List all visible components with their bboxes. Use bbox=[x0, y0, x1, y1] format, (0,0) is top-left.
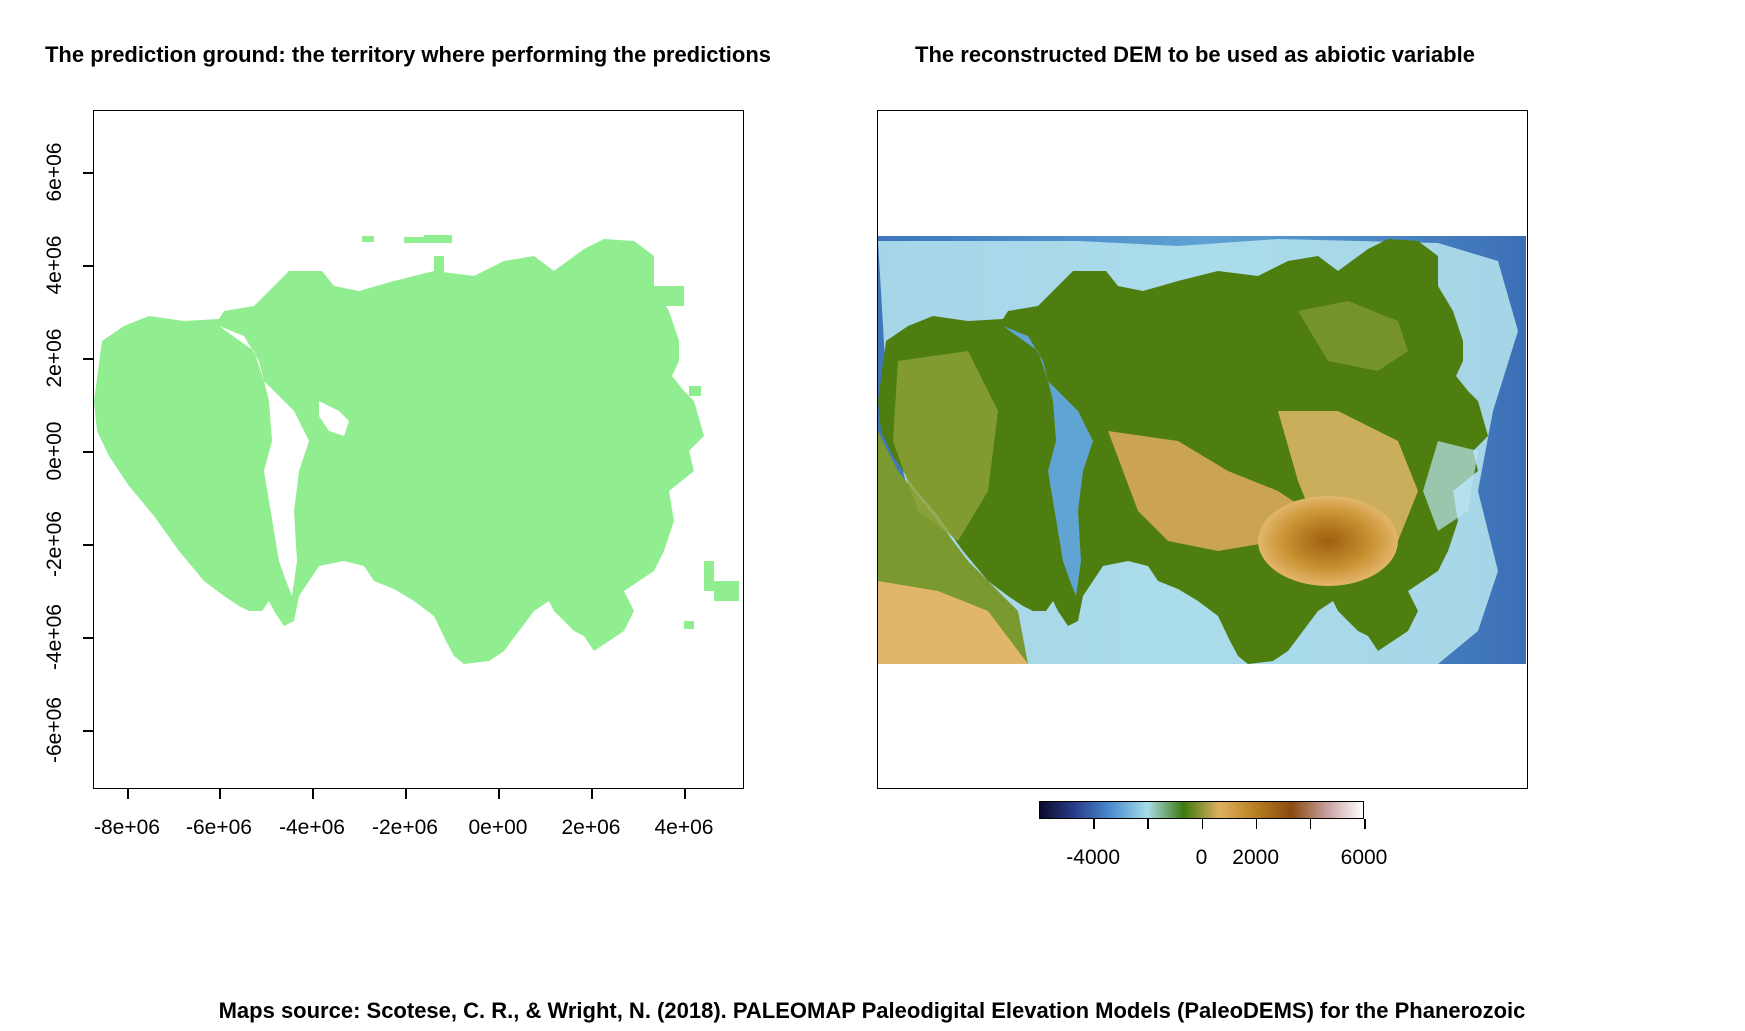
x-axis-tick-label: -6e+06 bbox=[186, 816, 252, 839]
island bbox=[654, 286, 684, 306]
island bbox=[424, 235, 452, 243]
map-source-caption: Maps source: Scotese, C. R., & Wright, N… bbox=[218, 998, 1526, 1023]
right-map-title: The reconstructed DEM to be used as abio… bbox=[915, 42, 1475, 67]
y-axis-tick-label: -4e+06 bbox=[43, 604, 66, 670]
dem-map-frame bbox=[877, 110, 1528, 789]
x-axis-tick bbox=[684, 789, 686, 799]
island bbox=[684, 621, 694, 629]
y-axis-tick-label: -2e+06 bbox=[43, 511, 66, 577]
x-axis-tick bbox=[498, 789, 500, 799]
x-axis-tick bbox=[219, 789, 221, 799]
dem-inland-sea bbox=[1003, 326, 1093, 596]
y-axis-tick-label: -6e+06 bbox=[43, 697, 66, 763]
prediction-ground-map-frame bbox=[93, 110, 744, 789]
legend-tick-label: 2000 bbox=[1232, 846, 1280, 869]
island bbox=[434, 256, 444, 274]
y-axis-tick bbox=[83, 544, 93, 546]
island bbox=[704, 561, 714, 591]
land-main bbox=[94, 239, 704, 664]
legend-tick-label: 6000 bbox=[1340, 846, 1388, 869]
island bbox=[362, 236, 374, 242]
x-axis-tick-label: 4e+06 bbox=[654, 816, 714, 839]
legend-tick bbox=[1255, 819, 1258, 829]
island bbox=[404, 237, 424, 243]
island bbox=[689, 386, 701, 396]
elevation-legend-bar bbox=[1039, 801, 1364, 819]
x-axis-tick bbox=[591, 789, 593, 799]
y-axis-tick bbox=[83, 265, 93, 267]
legend-tick-label: -4000 bbox=[1066, 846, 1121, 869]
inland-sea-gap bbox=[219, 326, 309, 596]
x-axis-tick bbox=[312, 789, 314, 799]
dem-raster bbox=[878, 236, 1526, 664]
prediction-ground-map bbox=[94, 235, 739, 664]
legend-tick bbox=[1201, 819, 1203, 829]
y-axis-tick bbox=[83, 172, 93, 174]
dem-midland-north bbox=[1298, 301, 1408, 371]
dem-west-upland bbox=[878, 581, 1028, 664]
left-map-title: The prediction ground: the territory whe… bbox=[44, 42, 772, 67]
dem-midland-west bbox=[893, 351, 998, 541]
x-axis-tick-label: -2e+06 bbox=[372, 816, 438, 839]
legend-tick-label: 0 bbox=[1195, 846, 1208, 869]
y-axis-tick bbox=[83, 637, 93, 639]
legend-tick bbox=[1364, 819, 1366, 829]
y-axis-tick-label: 0e+00 bbox=[43, 421, 66, 481]
legend-tick bbox=[1147, 819, 1149, 829]
y-axis-tick bbox=[83, 451, 93, 453]
island bbox=[714, 581, 739, 601]
x-axis-tick-label: 2e+06 bbox=[561, 816, 621, 839]
dem-plateau bbox=[1258, 496, 1398, 586]
legend-tick bbox=[1309, 819, 1312, 829]
y-axis-tick-label: 6e+06 bbox=[43, 142, 66, 202]
y-axis-tick bbox=[83, 358, 93, 360]
y-axis-tick bbox=[83, 730, 93, 732]
y-axis-tick-label: 2e+06 bbox=[43, 328, 66, 388]
dem-upland-belt bbox=[1108, 431, 1308, 551]
x-axis-tick-label: 0e+00 bbox=[468, 816, 528, 839]
dem-map bbox=[878, 236, 1526, 664]
x-axis-tick bbox=[127, 789, 129, 799]
x-axis-tick bbox=[405, 789, 407, 799]
dem-east-shelf bbox=[1423, 441, 1478, 531]
legend-tick bbox=[1093, 819, 1095, 829]
y-axis-tick-label: 4e+06 bbox=[43, 235, 66, 295]
x-axis-tick-label: -8e+06 bbox=[94, 816, 160, 839]
x-axis-tick-label: -4e+06 bbox=[279, 816, 345, 839]
prediction-ground-land bbox=[94, 235, 739, 664]
elevation-legend bbox=[1039, 801, 1364, 819]
lake-gap bbox=[319, 401, 349, 436]
